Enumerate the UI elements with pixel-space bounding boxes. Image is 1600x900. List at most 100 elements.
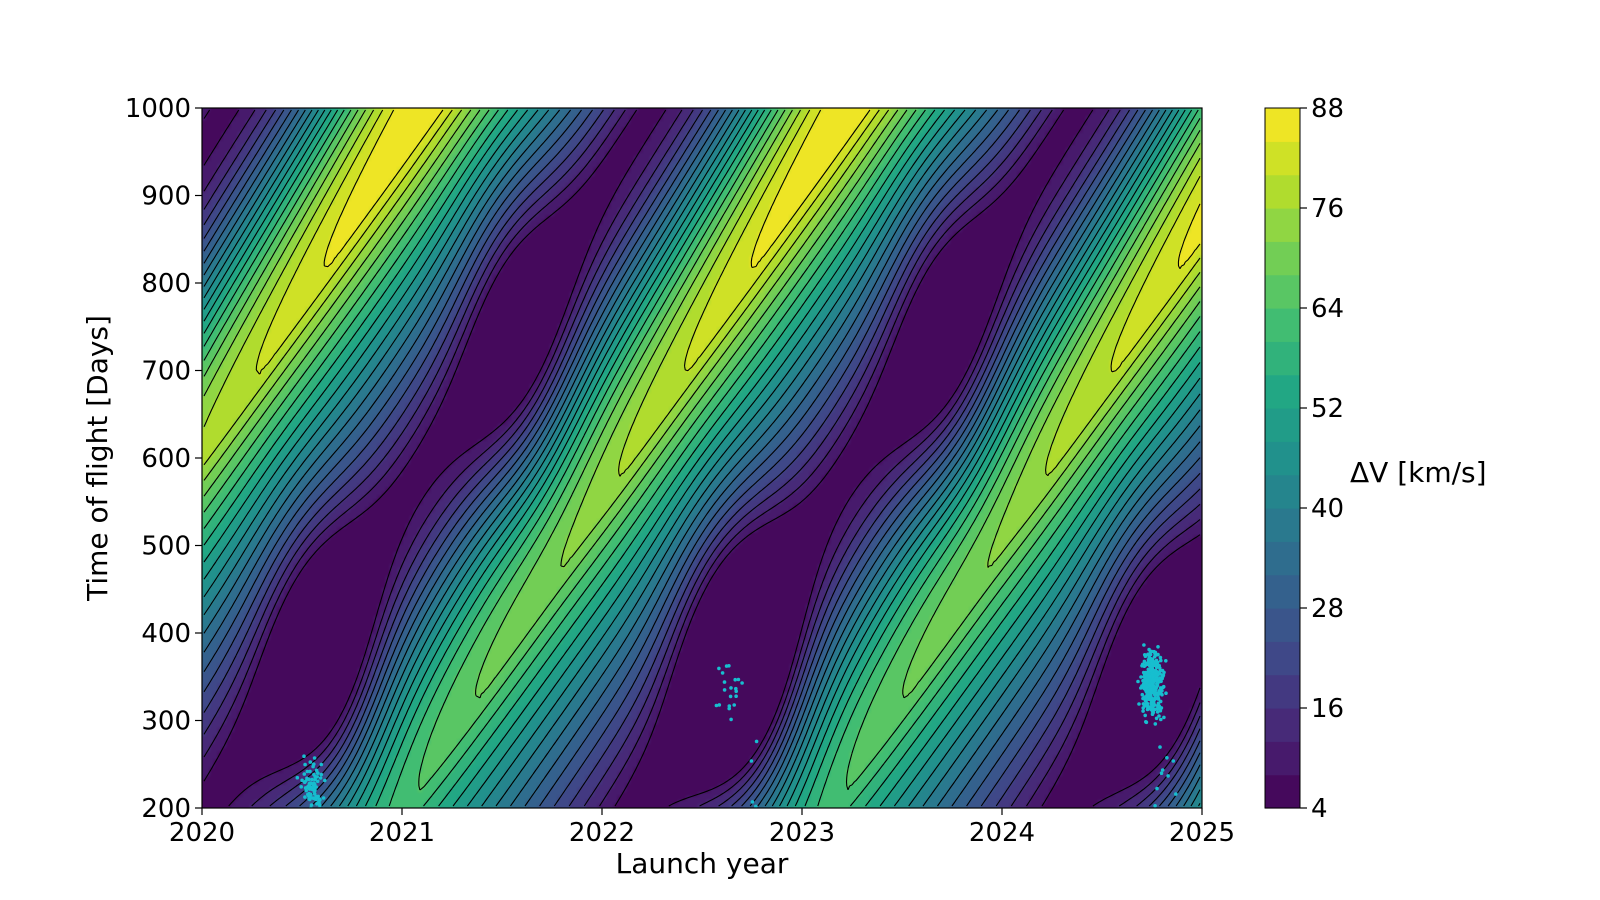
scatter-point: [1158, 655, 1163, 660]
scatter-point: [304, 812, 308, 816]
scatter-point: [720, 671, 725, 675]
contour-line: [203, 109, 1201, 791]
contour-line: [203, 109, 1201, 807]
scatter-point: [717, 666, 721, 671]
scatter-point: [729, 717, 733, 722]
scatter-point: [307, 818, 311, 822]
scatter-point: [1171, 759, 1176, 763]
colorbar-band: [1265, 608, 1300, 642]
scatter-point: [727, 704, 732, 708]
x-axis: 2020 2021 2022 2023 2024 2025: [169, 808, 1235, 848]
x-tick-label: 2025: [1169, 818, 1235, 848]
scatter-point: [729, 686, 733, 690]
colorbar-band: [1265, 774, 1300, 809]
scatter-point: [1159, 771, 1164, 775]
scatter-point: [753, 819, 757, 823]
y-tick-label: 1000: [125, 94, 191, 124]
scatter-point: [313, 777, 318, 782]
scatter-point: [308, 816, 312, 820]
y-tick-label: 400: [141, 619, 191, 649]
contour-line: [203, 109, 1201, 807]
colorbar-band: [1265, 108, 1300, 142]
colorbar-frame: [1264, 107, 1301, 809]
colorbar-band: [1265, 141, 1300, 176]
y-tick-label: 600: [141, 444, 191, 474]
scatter-point: [1143, 663, 1147, 668]
scatter-point: [1158, 745, 1162, 749]
scatter-point: [1164, 659, 1168, 663]
scatter-point: [303, 795, 307, 799]
scatter-point: [1148, 705, 1152, 709]
scatter-point: [1147, 647, 1151, 652]
scatter-point: [1151, 704, 1155, 708]
scatter-point: [315, 811, 319, 815]
scatter-point: [1164, 691, 1168, 695]
contour-line: [203, 109, 1201, 807]
x-tick-label: 2023: [769, 818, 835, 848]
colorbar-band: [1265, 508, 1300, 542]
x-tick-label: 2022: [569, 818, 635, 848]
colorbar-band: [1265, 174, 1300, 209]
scatter-point: [310, 808, 314, 812]
scatter-point: [714, 703, 719, 708]
scatter-point: [1146, 652, 1150, 657]
scatter-point: [311, 783, 316, 787]
scatter-point: [302, 754, 306, 758]
scatter-point: [312, 756, 317, 760]
scatter-point: [1156, 678, 1160, 682]
scatter-point: [1174, 792, 1178, 796]
scatter-point: [318, 798, 322, 802]
colorbar-tick-label: 64: [1311, 294, 1344, 324]
scatter-point: [318, 830, 322, 834]
contour-line: [203, 109, 1201, 807]
colorbar-band: [1265, 741, 1300, 776]
scatter-point: [305, 776, 309, 781]
scatter-point: [1165, 756, 1169, 760]
scatter-point: [307, 818, 311, 822]
colorbar-band: [1265, 641, 1300, 676]
scatter-point: [319, 762, 324, 767]
scatter-point: [302, 772, 307, 776]
scatter-point: [1136, 679, 1140, 684]
scatter-point: [311, 809, 315, 813]
scatter-point: [1143, 713, 1147, 718]
scatter-point: [722, 680, 727, 684]
scatter-point: [1155, 704, 1160, 708]
scatter-point: [308, 760, 313, 764]
scatter-point: [1147, 683, 1152, 688]
colorbar-tick-label: 52: [1311, 394, 1344, 424]
y-axis: 200 300 400 500 600 700 800 900 1000: [125, 94, 202, 824]
scatter-point: [305, 769, 310, 774]
plot-area: [201, 107, 1203, 834]
contour-line: [203, 109, 1201, 699]
scatter-point: [1153, 663, 1157, 668]
y-tick-label: 900: [141, 182, 191, 212]
scatter-point: [312, 814, 316, 818]
scatter-point: [311, 764, 315, 769]
scatter-point: [318, 776, 323, 780]
scatter-point: [1149, 687, 1153, 692]
scatter-point: [303, 762, 307, 767]
colorbar-band: [1265, 408, 1300, 442]
x-tick-label: 2024: [969, 818, 1035, 848]
colorbar-band: [1265, 274, 1300, 309]
scatter-point: [749, 759, 754, 763]
contour-line: [203, 109, 1201, 807]
scatter-point: [318, 803, 322, 808]
y-tick-label: 800: [141, 269, 191, 299]
scatter-point: [312, 792, 317, 796]
colorbar-band: [1265, 441, 1300, 476]
scatter-point: [1153, 722, 1158, 726]
scatter-point: [295, 775, 300, 780]
scatter-point: [1159, 658, 1163, 663]
contour-line: [203, 109, 1201, 807]
contour-line: [255, 109, 1201, 375]
contour-line: [203, 109, 1201, 807]
scatter-point: [309, 823, 313, 827]
scatter-point: [315, 802, 319, 806]
scatter-point: [1159, 717, 1163, 722]
scatter-point: [1139, 675, 1143, 679]
scatter-point: [315, 771, 320, 775]
colorbar-band: [1265, 241, 1300, 276]
scatter-point: [1143, 672, 1148, 676]
